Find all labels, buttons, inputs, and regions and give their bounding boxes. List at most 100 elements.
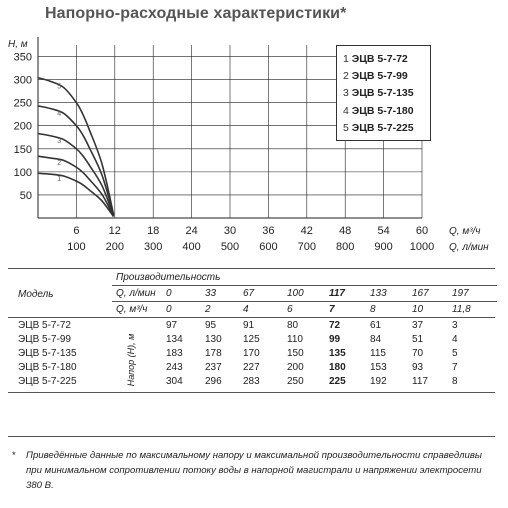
curve-series-3	[37, 132, 115, 216]
x-axis-title-lmin: Q, л/мин	[449, 242, 489, 253]
x-tick-label-lmin: 800	[336, 241, 354, 253]
curve-label: 5	[57, 83, 61, 90]
head-value: 237	[205, 362, 222, 373]
head-value: 115	[370, 348, 386, 359]
x-tick-label: 60	[416, 225, 428, 237]
x-tick-label: 24	[185, 225, 197, 237]
curve-series-1	[37, 172, 115, 218]
head-value: 304	[166, 376, 183, 387]
curve-label: 2	[57, 160, 61, 167]
legend-item: 4 ЭЦВ 5-7-180	[343, 103, 430, 120]
m3h-value: 4	[243, 304, 249, 315]
head-value: 84	[370, 334, 382, 345]
header-model: Модель	[18, 289, 54, 300]
row-m3h-label: Q, м³/ч	[116, 304, 148, 315]
head-value: 110	[287, 334, 303, 345]
model-name: ЭЦВ 5-7-135	[18, 348, 77, 359]
rule-lmin	[112, 301, 497, 302]
m3h-value: 10	[412, 304, 424, 315]
head-value: 72	[329, 320, 341, 331]
head-value: 80	[287, 320, 299, 331]
table-bottom-rule	[8, 392, 495, 393]
y-tick-label: 150	[14, 144, 32, 156]
table-header-rule	[8, 317, 495, 318]
head-value: 134	[166, 334, 183, 345]
x-tick-label-lmin: 900	[374, 241, 392, 253]
x-tick-label-lmin: 200	[106, 241, 124, 253]
chart-title: Напорно-расходные характеристики*	[45, 5, 347, 22]
head-value: 93	[412, 362, 424, 373]
head-value: 150	[287, 348, 304, 359]
x-tick-label-lmin: 300	[144, 241, 162, 253]
header-productivity: Производительность	[116, 272, 221, 283]
curve-label: 3	[57, 138, 61, 145]
head-value: 283	[243, 376, 260, 387]
lmin-value: 0	[166, 288, 172, 299]
head-value: 135	[329, 348, 346, 359]
x-tick-label-lmin: 500	[221, 241, 239, 253]
head-label: Напор (Н), м	[124, 325, 138, 395]
chart-legend: 1 ЭЦВ 5-7-72 2 ЭЦВ 5-7-99 3 ЭЦВ 5-7-135 …	[336, 45, 431, 141]
footnote: * Приведённые данные по максимальному на…	[12, 448, 497, 493]
head-value: 243	[166, 362, 183, 373]
x-tick-label-lmin: 600	[259, 241, 277, 253]
legend-item: 5 ЭЦВ 5-7-225	[343, 120, 430, 137]
head-value: 97	[166, 320, 178, 331]
x-tick-label-lmin: 1000	[410, 241, 434, 253]
head-value: 3	[452, 320, 458, 331]
head-value: 95	[205, 320, 217, 331]
head-value: 227	[243, 362, 260, 373]
legend-item: 2 ЭЦВ 5-7-99	[343, 68, 430, 85]
rule-productivity	[112, 285, 497, 286]
x-tick-label-lmin: 700	[298, 241, 316, 253]
y-tick-label: 350	[14, 52, 32, 64]
m3h-value: 7	[329, 304, 335, 315]
head-value: 99	[329, 334, 341, 345]
legend-name: ЭЦВ 5-7-180	[351, 104, 414, 117]
m3h-value: 2	[205, 304, 211, 315]
head-value: 180	[329, 362, 346, 373]
x-tick-label: 36	[262, 225, 274, 237]
lmin-value: 67	[243, 288, 255, 299]
x-tick-label: 48	[339, 225, 351, 237]
performance-table: Производительность Модель Q, л/мин Q, м³…	[18, 272, 471, 395]
head-value: 178	[205, 348, 222, 359]
head-value: 170	[243, 348, 260, 359]
m3h-value: 0	[166, 304, 172, 315]
curve-series-5	[37, 76, 115, 215]
legend-num: 1	[343, 53, 349, 65]
legend-num: 2	[343, 70, 349, 83]
legend-num: 3	[343, 87, 349, 100]
head-value: 125	[243, 334, 260, 345]
head-value: 91	[243, 320, 255, 331]
footnote-text: Приведённые данные по максимальному напо…	[26, 450, 482, 491]
curve-label: 4	[57, 111, 61, 118]
x-tick-label: 12	[109, 225, 121, 237]
m3h-value: 6	[287, 304, 293, 315]
legend-num: 4	[343, 104, 349, 117]
legend-item: 1 ЭЦВ 5-7-72	[343, 51, 430, 68]
y-tick-label: 50	[20, 190, 32, 202]
x-tick-label: 18	[147, 225, 159, 237]
x-tick-label-lmin: 100	[67, 241, 85, 253]
head-value: 200	[287, 362, 304, 373]
model-name: ЭЦВ 5-7-180	[18, 362, 77, 373]
head-value: 61	[370, 320, 382, 331]
head-value: 8	[452, 376, 458, 387]
model-name: ЭЦВ 5-7-225	[18, 376, 77, 387]
footnote-star: *	[12, 450, 16, 461]
legend-name: ЭЦВ 5-7-99	[351, 70, 408, 83]
curve-series-2	[37, 155, 115, 217]
lmin-value: 167	[412, 288, 429, 299]
y-tick-label: 250	[14, 98, 32, 110]
row-lmin-label: Q, л/мин	[116, 288, 156, 299]
legend-num: 5	[343, 121, 349, 134]
head-value: 117	[412, 376, 428, 387]
head-value: 51	[412, 334, 424, 345]
lmin-value: 33	[205, 288, 217, 299]
head-value: 7	[452, 362, 458, 373]
model-name: ЭЦВ 5-7-99	[18, 334, 71, 345]
lmin-value: 197	[452, 288, 469, 299]
lmin-value: 117	[329, 288, 345, 299]
